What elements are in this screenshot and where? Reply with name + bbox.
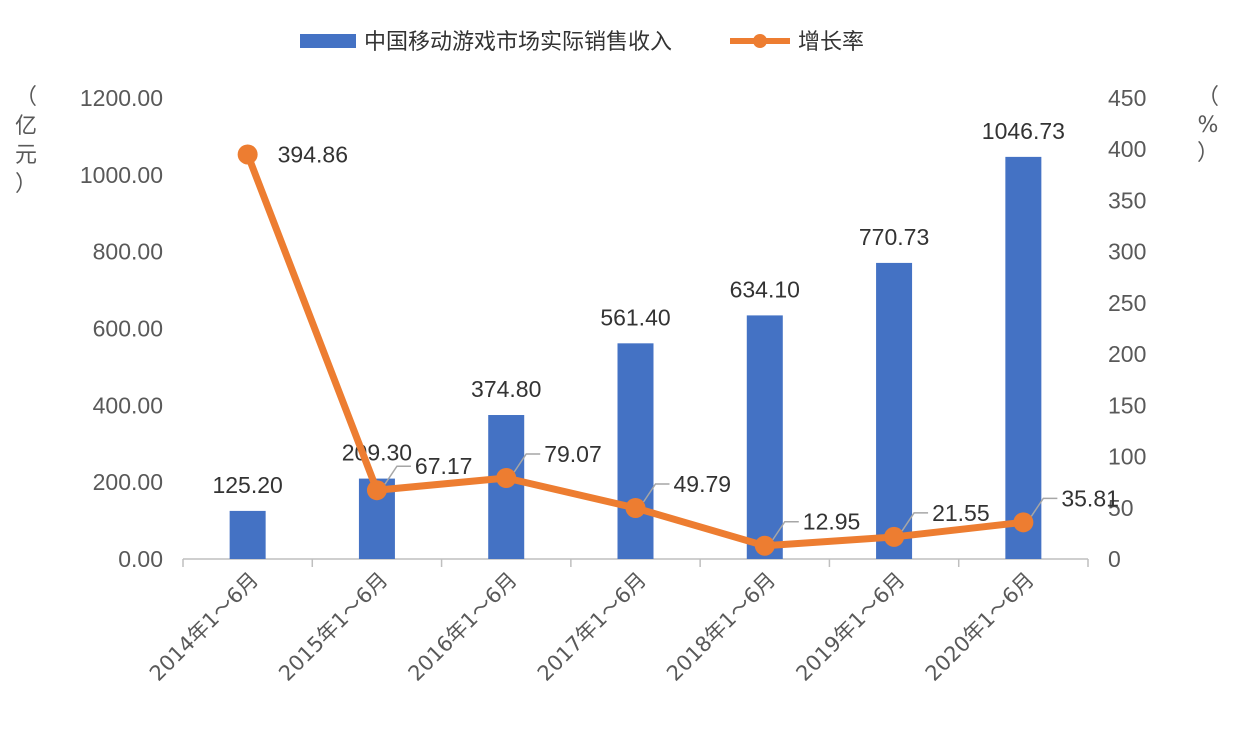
right-axis-unit: （ % ） <box>1197 85 1219 166</box>
left-unit-char: （ <box>15 85 37 110</box>
growth-value-label: 79.07 <box>544 441 602 467</box>
rate-leader-line <box>1030 497 1058 517</box>
bar-value-label: 770.73 <box>859 224 929 250</box>
left-tick-label: 800.00 <box>93 239 163 265</box>
growth-point <box>366 480 387 501</box>
right-axis-ticks: 0 50 100 150 200 250 300 350 400 450 <box>1108 85 1146 572</box>
left-tick-label: 0.00 <box>118 546 163 572</box>
left-tick-label: 200.00 <box>93 469 163 495</box>
right-tick-label: 0 <box>1108 546 1121 572</box>
category-label: 2018年1～6月 <box>662 568 780 686</box>
growth-value-label: 49.79 <box>674 471 732 497</box>
legend-label-growth: 增长率 <box>798 30 864 55</box>
legend-label-revenue: 中国移动游戏市场实际销售收入 <box>364 30 672 55</box>
right-tick-label: 200 <box>1108 341 1146 367</box>
right-tick-label: 100 <box>1108 444 1146 470</box>
rate-leader-line <box>513 453 541 473</box>
bar-series: 125.20 209.30 374.80 561.40 634.10 770.73 1046… <box>212 118 1065 559</box>
category-label: 2017年1～6月 <box>533 568 651 686</box>
growth-point <box>496 467 517 488</box>
x-axis <box>182 558 1089 567</box>
growth-point <box>884 526 905 547</box>
left-axis-unit: （ 亿 元 ） <box>15 85 37 197</box>
bar <box>876 262 913 559</box>
rate-leader-line <box>642 483 670 503</box>
right-tick-label: 300 <box>1108 239 1146 265</box>
right-tick-label: 400 <box>1108 136 1146 162</box>
right-tick-label: 150 <box>1108 392 1146 418</box>
growth-value-label: 67.17 <box>415 453 473 479</box>
rate-leader-line <box>384 465 411 485</box>
bar-value-label: 125.20 <box>212 472 282 498</box>
legend-marker-growth <box>753 34 767 48</box>
right-tick-label: 50 <box>1108 495 1134 521</box>
growth-value-label: 21.55 <box>932 500 990 526</box>
right-tick-label: 350 <box>1108 187 1146 213</box>
growth-point <box>237 144 258 165</box>
left-tick-label: 400.00 <box>93 392 163 418</box>
bar <box>229 510 266 559</box>
left-unit-char: 元 <box>15 143 37 168</box>
bar-value-label: 374.80 <box>471 376 541 402</box>
left-tick-label: 1200.00 <box>80 85 163 111</box>
bar-value-label: 561.40 <box>600 304 670 330</box>
bar-value-label: 1046.73 <box>982 118 1065 144</box>
growth-point <box>754 535 775 556</box>
bar <box>617 343 654 559</box>
category-label: 2019年1～6月 <box>791 568 909 686</box>
growth-value-label: 12.95 <box>803 509 861 535</box>
growth-value-label: 394.86 <box>278 141 348 167</box>
category-label: 2014年1～6月 <box>145 568 263 686</box>
rate-leader-line <box>772 520 799 541</box>
right-tick-label: 250 <box>1108 290 1146 316</box>
legend-swatch-revenue <box>300 34 356 48</box>
growth-value-label: 35.81 <box>1061 485 1119 511</box>
category-labels: 2014年1～6月 2015年1～6月 2016年1～6月 2017年1～6月 2018… <box>145 568 1039 686</box>
right-unit-char: % <box>1198 113 1219 138</box>
right-tick-label: 450 <box>1108 85 1146 111</box>
rate-leader-line <box>901 512 929 532</box>
right-unit-char: ） <box>1197 141 1219 166</box>
left-unit-char: 亿 <box>15 114 37 139</box>
category-label: 2016年1～6月 <box>404 568 522 686</box>
legend: 中国移动游戏市场实际销售收入 增长率 <box>300 30 864 55</box>
left-unit-char: ） <box>15 172 37 197</box>
bar <box>746 315 783 559</box>
growth-series: 394.86 67.17 79.07 49.79 12.95 21.55 35.81 <box>237 141 1119 556</box>
left-tick-label: 1000.00 <box>80 162 163 188</box>
category-label: 2015年1～6月 <box>274 568 392 686</box>
right-unit-char: （ <box>1197 85 1219 110</box>
bar-value-label: 209.30 <box>342 440 412 466</box>
bar <box>1005 156 1042 559</box>
bar-value-label: 634.10 <box>730 276 800 302</box>
category-label: 2020年1～6月 <box>921 568 1039 686</box>
growth-point <box>625 497 646 518</box>
left-axis-ticks: 0.00 200.00 400.00 600.00 800.00 1000.00 1200.… <box>80 85 163 572</box>
growth-point <box>1013 512 1034 533</box>
left-tick-label: 600.00 <box>93 316 163 342</box>
